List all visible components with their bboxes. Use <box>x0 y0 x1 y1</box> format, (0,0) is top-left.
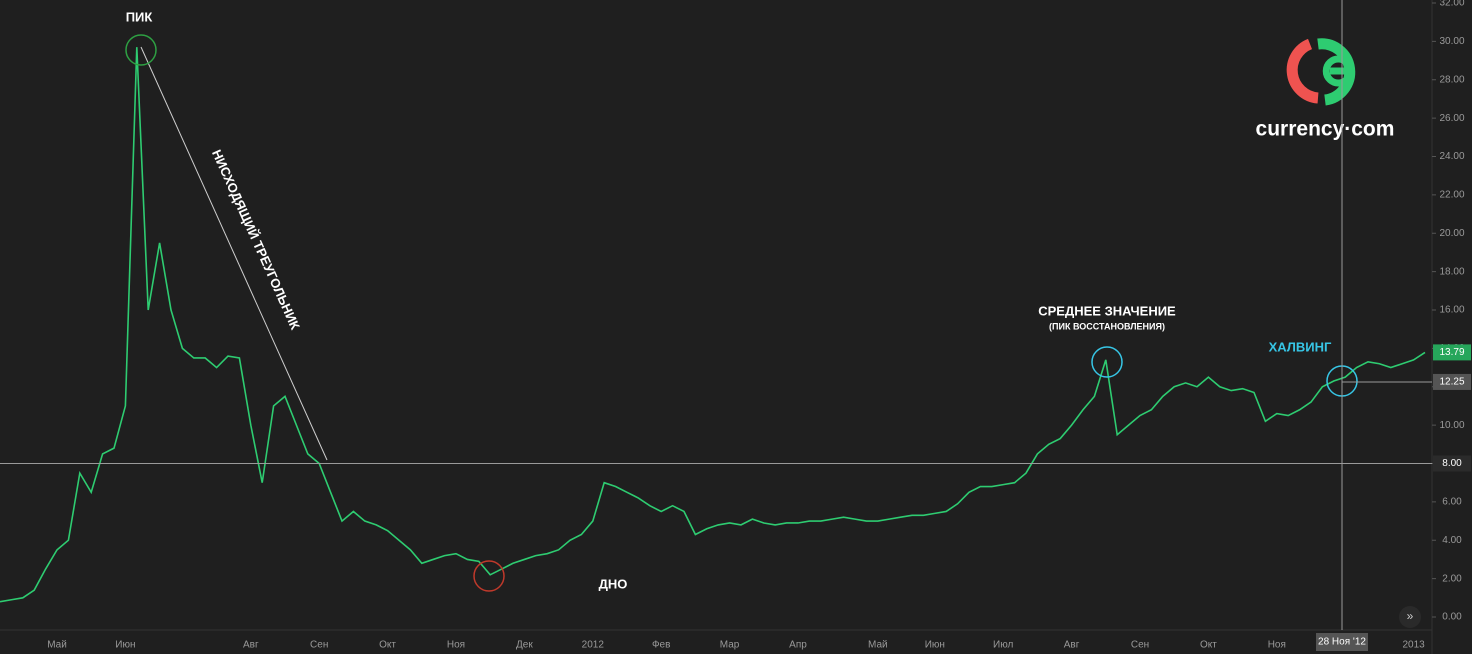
y-tick-label: 24.00 <box>1439 151 1464 162</box>
y-tick-label: 6.00 <box>1442 497 1462 508</box>
scroll-icon[interactable]: » <box>1407 609 1414 623</box>
mean-sublabel: (ПИК ВОССТАНОВЛЕНИЯ) <box>1049 321 1165 331</box>
price-tag-label: 8.00 <box>1442 458 1462 469</box>
logo-c <box>1322 55 1352 87</box>
x-tick-label: Сен <box>310 640 328 651</box>
last-price-label: 13.79 <box>1439 347 1464 358</box>
x-tick-label: Ноя <box>1268 640 1286 651</box>
price-line <box>0 47 1426 603</box>
x-tick-label: Авг <box>1064 640 1080 651</box>
peak-label: ПИК <box>126 9 153 24</box>
x-tick-label: Май <box>868 640 888 651</box>
bottom-circle <box>473 560 505 592</box>
x-tick-label: Фев <box>652 640 670 651</box>
y-tick-label: 30.00 <box>1439 36 1464 47</box>
x-tick-label: Окт <box>379 640 396 651</box>
y-tick-label: 0.00 <box>1442 612 1462 623</box>
x-tick-label: Июн <box>115 640 135 651</box>
x-tick-label: Июл <box>993 640 1013 651</box>
scroll-button[interactable] <box>1399 606 1421 628</box>
price-tag <box>1433 373 1471 390</box>
x-tick-label: Окт <box>1200 640 1217 651</box>
y-tick-label: 20.00 <box>1439 228 1464 239</box>
y-tick-label: 4.00 <box>1442 535 1462 546</box>
x-tick-label: Сен <box>1131 640 1149 651</box>
crosshair-label: 28 Ноя '12 <box>1318 637 1366 648</box>
plot <box>0 47 1426 603</box>
price-tag-label: 12.25 <box>1439 377 1464 388</box>
x-tick-label: 2012 <box>582 640 605 651</box>
brand: currency·com <box>1256 118 1395 141</box>
x-tick-label: 2013 <box>1402 640 1425 651</box>
recovery-circle <box>1091 346 1123 378</box>
halving-label: ХАЛВИНГ <box>1269 339 1332 354</box>
x-tick-label: Июн <box>925 640 945 651</box>
mean-label: СРЕДНЕЕ ЗНАЧЕНИЕ <box>1038 303 1176 318</box>
y-tick-label: 28.00 <box>1439 74 1464 85</box>
y-tick-label: 2.00 <box>1442 573 1462 584</box>
x-tick-label: Дек <box>516 640 533 651</box>
y-tick-label: 16.00 <box>1439 305 1464 316</box>
crosshair-tag <box>1316 633 1368 651</box>
y-tick-label: 18.00 <box>1439 266 1464 277</box>
bottom-label: ДНО <box>599 576 628 591</box>
logo-arc-red <box>1286 38 1319 104</box>
y-tick-label: 22.00 <box>1439 190 1464 201</box>
x-tick-label: Ноя <box>447 640 465 651</box>
trend-line <box>140 46 328 461</box>
logo: currency·com <box>1256 38 1395 141</box>
y-tick-label: 26.00 <box>1439 113 1464 124</box>
x-tick-label: Май <box>47 640 67 651</box>
x-tick-label: Апр <box>789 640 807 651</box>
last-price-tag <box>1433 344 1471 361</box>
y-tick-label: 32.00 <box>1439 0 1464 9</box>
x-tick-label: Авг <box>243 640 259 651</box>
y-tick-label: 10.00 <box>1439 420 1464 431</box>
price-tag <box>1433 455 1471 472</box>
peak-circle <box>125 34 157 66</box>
x-tick-label: Мар <box>720 640 740 651</box>
